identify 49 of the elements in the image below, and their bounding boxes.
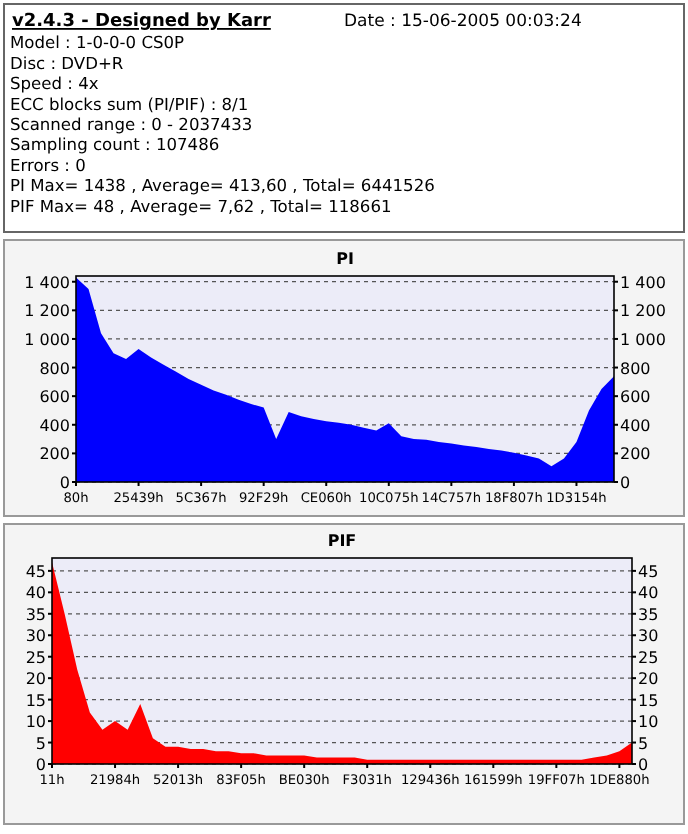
y2-tick-label: 600: [620, 388, 651, 407]
y-tick-label: 200: [39, 445, 70, 464]
y-tick-label: 1 200: [24, 302, 70, 321]
text: Scanned range : 0 - 2037433: [10, 114, 253, 134]
text: Model : 1-0-0-0 CS0P: [10, 32, 185, 53]
text: PI Max= 1438 , Average= 413,60 , Total= 6441526: [10, 175, 435, 196]
y-tick-label: 400: [39, 416, 70, 435]
y-tick-label: 25: [25, 648, 46, 667]
y2-tick-label: 35: [638, 605, 659, 624]
y2-tick-label: 1 000: [620, 330, 666, 349]
y-tick-label: 40: [25, 584, 46, 603]
y-tick-label: 800: [39, 359, 70, 378]
text: Date : 15-06-2005 00:03:24: [344, 12, 582, 32]
y-tick-label: 1 000: [24, 330, 70, 349]
text: Errors : 0: [10, 154, 86, 175]
y-tick-label: 35: [25, 605, 46, 624]
y2-tick-label: 1 400: [620, 273, 666, 292]
y-tick-label: 5: [35, 734, 46, 753]
y-tick-label: 15: [25, 691, 46, 710]
y-tick-label: 1 400: [24, 273, 70, 292]
y2-tick-label: 0: [620, 474, 631, 492]
y2-tick-label: 20: [638, 670, 659, 689]
y-tick-label: 0: [35, 756, 46, 774]
text: PIF Max= 48 , Average= 7,62 , Total= 118661: [10, 195, 392, 216]
y-tick-label: 20: [25, 670, 46, 689]
chart-title: PIF: [327, 532, 357, 550]
y2-tick-label: 400: [620, 416, 651, 435]
y2-tick-label: 10: [638, 713, 659, 732]
y2-tick-label: 0: [638, 756, 649, 774]
y-tick-label: 10: [25, 713, 46, 732]
y2-tick-label: 5: [638, 734, 649, 753]
y-tick-label: 600: [39, 388, 70, 407]
y2-tick-label: 1 200: [620, 302, 666, 321]
y2-tick-label: 15: [638, 691, 659, 710]
y-tick-label: 0: [59, 474, 70, 492]
y-tick-label: 45: [25, 562, 46, 581]
y2-tick-label: 800: [620, 359, 651, 378]
text: Disc : DVD+R: [10, 52, 124, 73]
chart-title: PI: [336, 250, 354, 268]
y2-tick-label: 25: [638, 648, 659, 667]
y2-tick-label: 30: [638, 627, 659, 646]
text: ECC blocks sum (PI/PIF) : 8/1: [10, 93, 249, 114]
text: Sampling count : 107486: [10, 134, 220, 155]
y2-tick-label: 200: [620, 445, 651, 464]
y2-tick-label: 40: [638, 584, 659, 603]
text: v2.4.3 - Designed by Karr: [12, 12, 272, 32]
text: Speed : 4x: [10, 73, 99, 94]
y-tick-label: 30: [25, 627, 46, 646]
y2-tick-label: 45: [638, 562, 659, 581]
